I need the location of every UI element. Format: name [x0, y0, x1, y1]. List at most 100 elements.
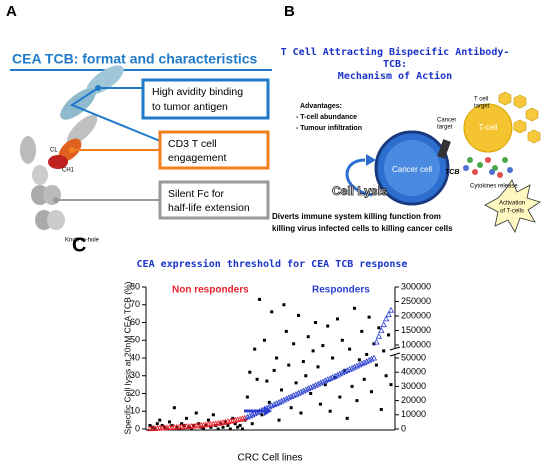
- point: [226, 423, 230, 427]
- point: [324, 376, 331, 382]
- panel-label: A: [6, 3, 17, 20]
- point: [370, 354, 378, 361]
- point: [365, 356, 373, 363]
- point: [258, 406, 266, 413]
- y2-tick-label: 30000: [401, 381, 426, 391]
- illustration-label: of T-cells: [500, 209, 524, 215]
- point: [374, 363, 378, 367]
- y2-tick-label: 200000: [401, 310, 431, 320]
- box-text: engagement: [168, 152, 226, 164]
- box: [158, 180, 270, 220]
- point: [322, 377, 329, 384]
- point: [367, 315, 371, 319]
- point: [309, 392, 313, 395]
- connector: [69, 87, 166, 144]
- arrow: [264, 406, 272, 416]
- point: [356, 361, 363, 368]
- point: [312, 381, 319, 388]
- point: [150, 425, 154, 429]
- point: [329, 373, 336, 380]
- point: [265, 379, 269, 383]
- point: [323, 383, 327, 387]
- panel-title: TCB:: [383, 59, 407, 70]
- point: [278, 397, 285, 404]
- point: [360, 329, 364, 333]
- point: [387, 306, 395, 313]
- point: [258, 297, 262, 301]
- panel-title: T Cell Attracting Bispecific Antibody-: [281, 46, 510, 58]
- domain-label: Knob-in-hole: [65, 238, 100, 244]
- point: [277, 418, 281, 422]
- point: [280, 396, 288, 403]
- panel-title: Mechanism of Action: [338, 70, 452, 82]
- point: [238, 423, 242, 427]
- point: [223, 420, 227, 424]
- axis-break: [389, 352, 401, 357]
- point: [345, 416, 349, 420]
- point: [250, 422, 254, 426]
- point: [389, 383, 393, 387]
- box-text: CD3 T cell: [168, 138, 217, 150]
- point: [289, 406, 293, 410]
- point: [245, 395, 249, 399]
- point: [282, 303, 286, 307]
- x-axis-label: CRC Cell lines: [237, 453, 302, 464]
- point: [267, 400, 271, 404]
- point: [378, 327, 385, 333]
- point: [380, 321, 387, 328]
- y-tick-label: 10: [130, 406, 140, 416]
- point: [370, 390, 374, 394]
- point: [368, 355, 375, 362]
- point: [344, 367, 351, 373]
- box-text: Silent Fc for: [168, 188, 225, 200]
- point: [209, 425, 213, 429]
- point: [211, 413, 215, 417]
- point: [346, 366, 353, 372]
- point: [239, 415, 246, 422]
- point: [339, 369, 346, 376]
- y-tick-label: 60: [130, 317, 140, 327]
- point: [314, 380, 322, 387]
- point: [375, 332, 383, 339]
- point: [270, 401, 278, 407]
- y-axis-label: Specific Cell lysis at 20nM CEA TCB (%): [122, 281, 132, 434]
- point: [373, 338, 380, 345]
- y-tick-label: 80: [130, 281, 140, 291]
- point: [336, 370, 344, 377]
- point: [387, 333, 391, 337]
- y2-tick-label: 300000: [401, 281, 431, 291]
- point: [299, 411, 303, 415]
- point: [279, 388, 283, 392]
- point: [163, 425, 167, 429]
- point: [284, 329, 288, 333]
- point: [172, 406, 176, 410]
- point: [268, 402, 275, 409]
- advantages: - T-cell abundance: [296, 114, 357, 121]
- box: [158, 130, 270, 170]
- point: [384, 374, 388, 378]
- point: [341, 368, 348, 375]
- dot: [95, 85, 101, 91]
- point: [358, 360, 365, 367]
- box: [141, 78, 270, 120]
- point: [331, 372, 339, 379]
- series-label: Responders: [312, 285, 370, 296]
- y-tick-label: 70: [130, 299, 140, 309]
- point: [158, 418, 162, 422]
- point: [241, 427, 245, 431]
- advantages: - Tumour infiltration: [296, 125, 362, 132]
- dot: [53, 197, 59, 203]
- point: [321, 344, 325, 348]
- box-text: High avidity binding: [152, 86, 243, 98]
- illustration: [345, 91, 541, 233]
- point: [334, 371, 341, 378]
- illustration-label: TCB: [445, 169, 459, 176]
- point: [350, 384, 354, 388]
- point: [251, 410, 258, 417]
- point: [253, 347, 257, 351]
- point: [253, 409, 261, 415]
- y-tick-label: 50: [130, 335, 140, 345]
- point: [348, 364, 356, 371]
- point: [189, 427, 193, 431]
- point: [202, 427, 206, 431]
